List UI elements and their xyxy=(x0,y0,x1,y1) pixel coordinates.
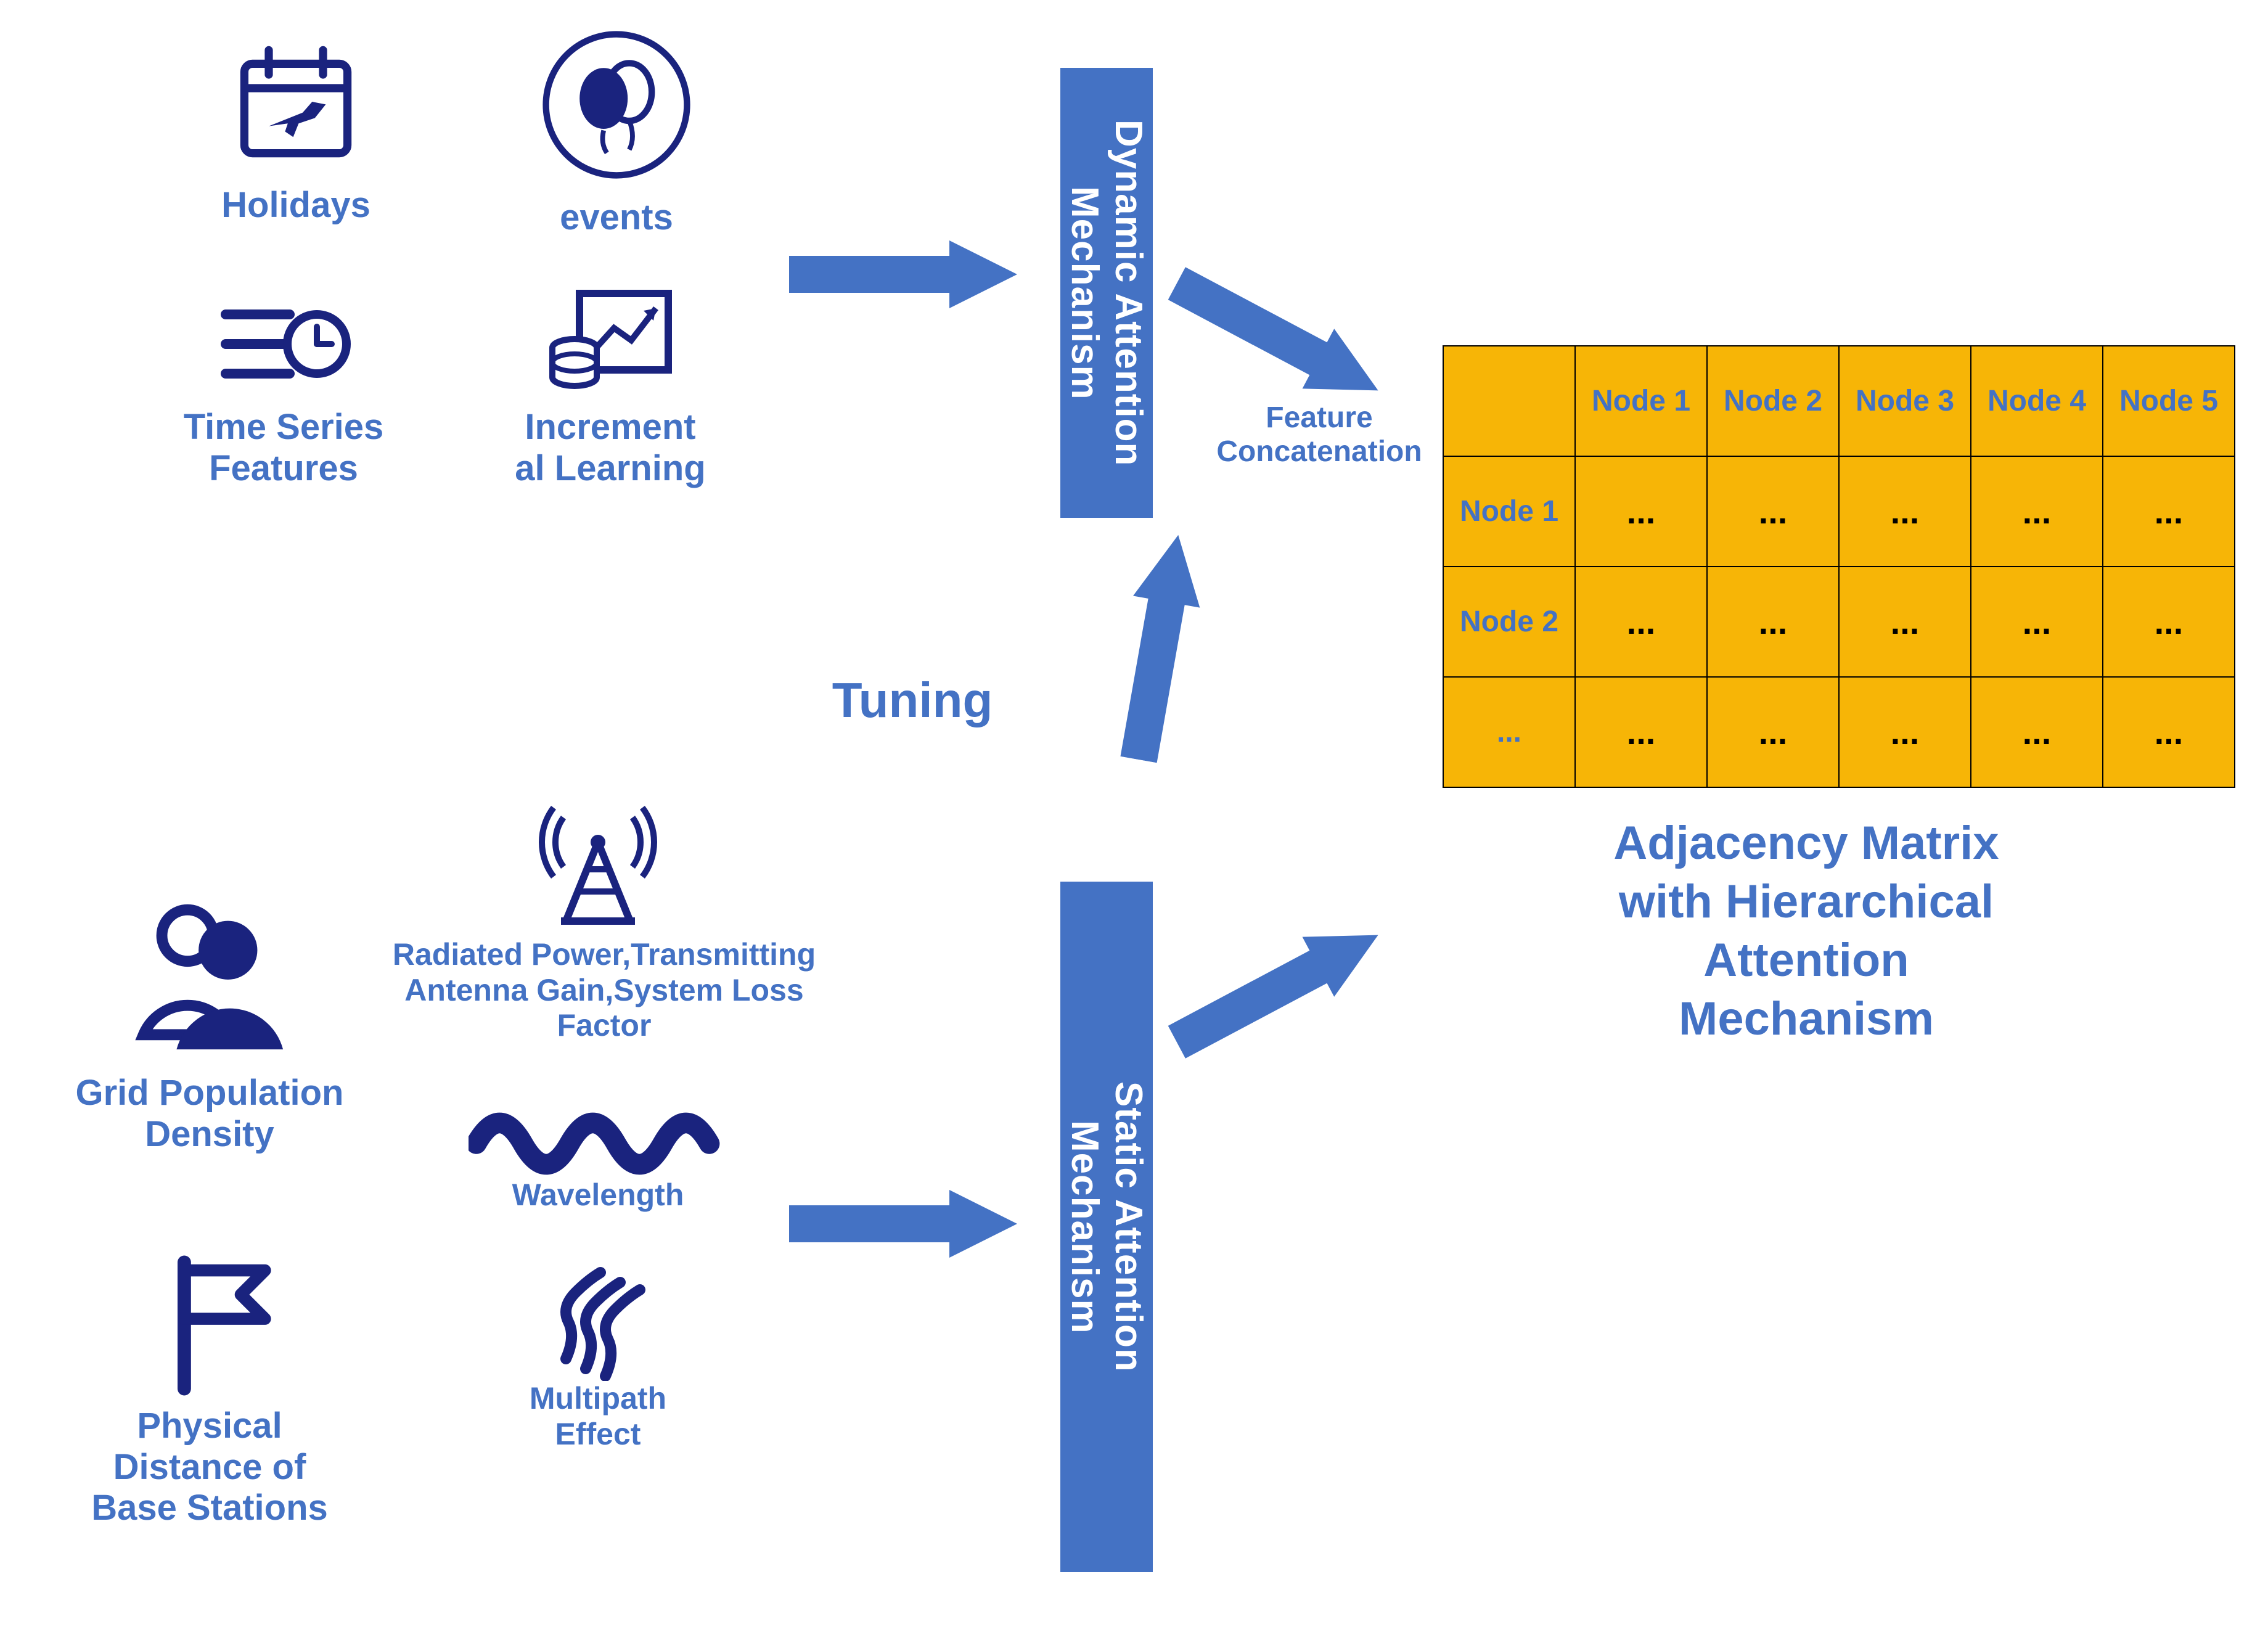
matrix-caption: Adjacency Matrix with Hierarchical Atten… xyxy=(1529,814,2084,1048)
arrow-sta-matrix-icon xyxy=(1150,888,1411,1086)
timeseries-label: Time Series Features xyxy=(173,407,395,489)
matrix-cell: ... xyxy=(2103,456,2235,567)
wavelength-label: Wavelength xyxy=(481,1178,715,1213)
matrix-cell: ... xyxy=(1575,456,1707,567)
arrow-tuning-up-icon xyxy=(1093,521,1225,768)
matrix-cell: ... xyxy=(1971,567,2103,677)
dynamic-attention-label: Dynamic Attention Mechanism xyxy=(1063,120,1150,466)
matrix-cell: ... xyxy=(2103,677,2235,787)
incremental-label: Increment al Learning xyxy=(506,407,715,489)
matrix-cell: ... xyxy=(1707,677,1839,787)
arrow-to-dynamic-icon xyxy=(789,228,1023,321)
matrix-row-header: Node 1 xyxy=(1443,456,1575,567)
matrix-row-header: Node 2 xyxy=(1443,567,1575,677)
matrix-corner-cell xyxy=(1443,346,1575,456)
matrix-cell: ... xyxy=(1839,677,1971,787)
static-attention-label: Static Attention Mechanism xyxy=(1063,1081,1150,1372)
matrix-cell: ... xyxy=(1971,677,2103,787)
arrow-to-static-icon xyxy=(789,1178,1023,1270)
adjacency-matrix: Node 1Node 2Node 3Node 4Node 5 Node 1...… xyxy=(1443,345,2235,788)
events-label: events xyxy=(536,197,697,239)
tuning-label: Tuning xyxy=(789,672,1036,729)
db-chart-icon xyxy=(542,284,678,407)
matrix-cell: ... xyxy=(1971,456,2103,567)
matrix-cell: ... xyxy=(2103,567,2235,677)
population-label: Grid Population Density xyxy=(68,1073,351,1155)
matrix-col-header: Node 4 xyxy=(1971,346,2103,456)
matrix-col-header: Node 5 xyxy=(2103,346,2235,456)
matrix-col-header: Node 2 xyxy=(1707,346,1839,456)
dynamic-attention-box: Dynamic Attention Mechanism xyxy=(1060,68,1153,518)
matrix-cell: ... xyxy=(1575,677,1707,787)
antenna-icon xyxy=(536,795,660,931)
diagram-stage: Holidays events Time Series Features Inc… xyxy=(0,0,2268,1627)
matrix-cell: ... xyxy=(1707,567,1839,677)
holidays-label: Holidays xyxy=(197,185,395,226)
matrix-cell: ... xyxy=(1839,456,1971,567)
matrix-cell: ... xyxy=(1707,456,1839,567)
clock-lines-icon xyxy=(216,290,351,401)
multipath-label: Multipath Effect xyxy=(499,1381,697,1452)
matrix-cell: ... xyxy=(1575,567,1707,677)
balloons-icon xyxy=(536,25,697,185)
calendar-plane-icon xyxy=(228,34,364,170)
people-icon xyxy=(117,888,302,1060)
matrix-col-header: Node 3 xyxy=(1839,346,1971,456)
matrix-col-header: Node 1 xyxy=(1575,346,1707,456)
static-attention-box: Static Attention Mechanism xyxy=(1060,882,1153,1572)
bacon-icon xyxy=(536,1258,660,1381)
flag-label: Physical Distance of Base Stations xyxy=(68,1406,351,1529)
flag-icon xyxy=(154,1252,290,1400)
wave-icon xyxy=(469,1110,727,1178)
antenna-label: Radiated Power,Transmitting Antenna Gain… xyxy=(388,937,820,1044)
matrix-cell: ... xyxy=(1839,567,1971,677)
matrix-row-header: ... xyxy=(1443,677,1575,787)
